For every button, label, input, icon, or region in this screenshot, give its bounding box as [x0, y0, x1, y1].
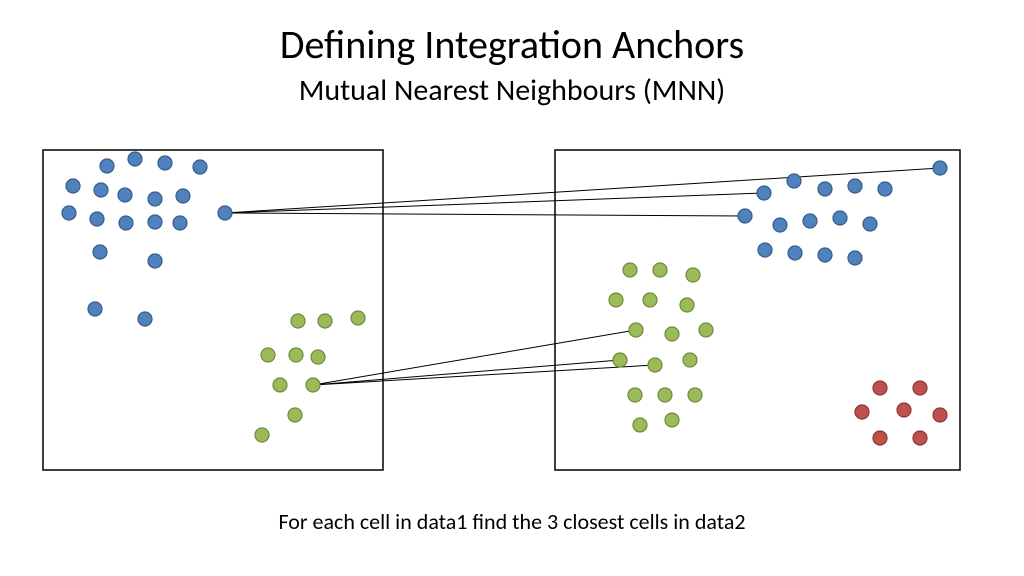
mnn-diagram	[0, 0, 1024, 576]
